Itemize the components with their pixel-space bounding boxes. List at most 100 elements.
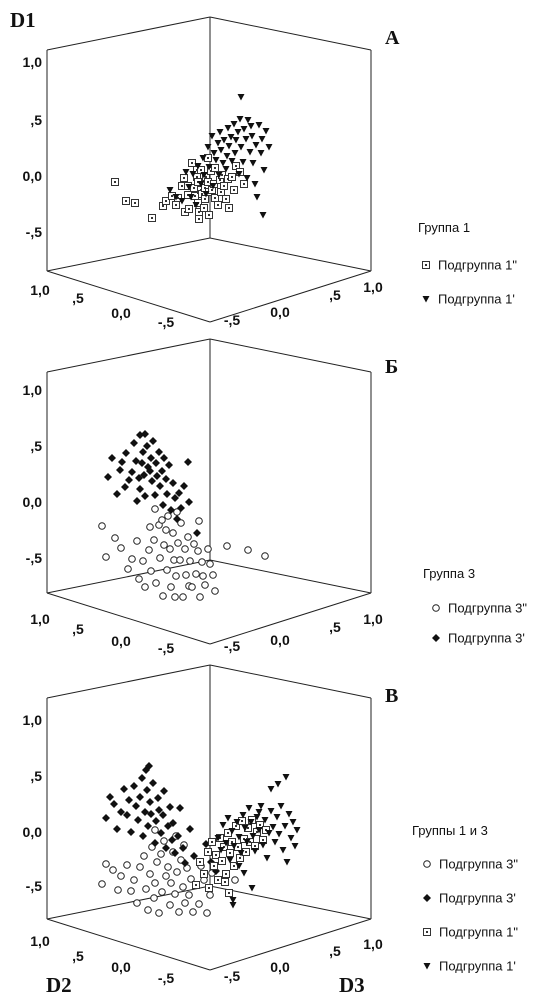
legend-label: Подгруппа 1' bbox=[439, 959, 516, 974]
data-point bbox=[117, 544, 125, 552]
data-point bbox=[177, 519, 185, 527]
data-point bbox=[239, 159, 247, 166]
legend: Группы 1 и 3 Подгруппа 3" Подгруппа 3' Подг… bbox=[412, 823, 518, 974]
data-point bbox=[269, 824, 277, 831]
data-point bbox=[223, 542, 231, 550]
floor-edge-right bbox=[209, 559, 372, 594]
data-point bbox=[155, 909, 163, 917]
d2-tick-label: -,5 bbox=[158, 640, 175, 656]
data-point bbox=[281, 823, 289, 830]
data-point bbox=[173, 868, 181, 876]
series-0 bbox=[111, 154, 248, 223]
data-point bbox=[234, 129, 242, 136]
data-point bbox=[204, 144, 212, 151]
data-point-dot bbox=[224, 881, 226, 883]
data-point bbox=[247, 819, 255, 826]
data-point bbox=[136, 863, 144, 871]
data-point bbox=[166, 545, 174, 553]
data-point-dot bbox=[215, 854, 217, 856]
data-point-dot bbox=[217, 204, 219, 206]
box-edge-bottom-left bbox=[46, 592, 211, 645]
d3-tick-label: -,5 bbox=[224, 968, 241, 984]
box-edge-top-right bbox=[209, 664, 372, 699]
d2-tick-label: 0,0 bbox=[111, 305, 131, 321]
data-point bbox=[239, 812, 247, 819]
data-point bbox=[175, 489, 183, 497]
data-point-dot bbox=[245, 851, 247, 853]
data-point-dot bbox=[195, 884, 197, 886]
data-point bbox=[158, 888, 166, 896]
data-point-dot bbox=[225, 873, 227, 875]
d3-tick-label: 1,0 bbox=[363, 611, 383, 627]
data-point bbox=[186, 557, 194, 565]
data-point bbox=[133, 497, 141, 505]
data-point-dot bbox=[207, 157, 209, 159]
data-point bbox=[174, 539, 182, 547]
data-point bbox=[260, 167, 268, 174]
data-point bbox=[159, 592, 167, 600]
legend-label: Подгруппа 3" bbox=[439, 857, 518, 872]
data-point bbox=[159, 501, 167, 509]
d3-tick-label: ,5 bbox=[329, 943, 341, 959]
d2-tick-label: -,5 bbox=[158, 970, 175, 986]
data-point bbox=[237, 850, 245, 857]
d1-tick-label: 1,0 bbox=[23, 54, 43, 70]
floor-edge-left bbox=[46, 237, 211, 272]
data-point bbox=[168, 836, 176, 844]
data-point bbox=[178, 198, 186, 205]
data-point bbox=[244, 546, 252, 554]
data-point bbox=[130, 876, 138, 884]
data-point-dot bbox=[197, 181, 199, 183]
data-point bbox=[258, 136, 266, 143]
data-point bbox=[113, 490, 121, 498]
data-point bbox=[279, 847, 287, 854]
data-point-dot bbox=[225, 198, 227, 200]
data-point-dot bbox=[200, 169, 202, 171]
data-point bbox=[159, 811, 167, 819]
data-point-dot bbox=[187, 194, 189, 196]
box-edge-bottom-right bbox=[209, 592, 372, 645]
data-point bbox=[179, 883, 187, 891]
panel-b: Б 1,0 ,5 0,0 -,5 1,0 ,5 0,0 -,5 -,5 0,0 ,5 1,0 Группа… bbox=[23, 338, 527, 656]
data-point bbox=[199, 155, 207, 162]
data-point bbox=[162, 475, 170, 483]
series-0 bbox=[98, 505, 269, 601]
data-point-dot bbox=[198, 211, 200, 213]
data-point bbox=[195, 517, 203, 525]
data-point-dot bbox=[243, 183, 245, 185]
data-point bbox=[249, 833, 257, 840]
data-point bbox=[235, 171, 243, 178]
data-point bbox=[253, 194, 261, 201]
series-1 bbox=[104, 430, 201, 537]
data-point bbox=[163, 490, 171, 498]
floor-edge-left bbox=[46, 885, 211, 920]
data-point bbox=[231, 876, 239, 884]
data-point bbox=[198, 558, 206, 566]
d2-tick-label: 1,0 bbox=[30, 933, 50, 949]
data-point bbox=[144, 906, 152, 914]
d1-tick-label: 1,0 bbox=[23, 712, 43, 728]
data-point bbox=[196, 593, 204, 601]
data-point bbox=[139, 557, 147, 565]
data-point-dot bbox=[204, 198, 206, 200]
data-point bbox=[243, 839, 251, 846]
data-point bbox=[141, 430, 149, 438]
data-point bbox=[224, 815, 232, 822]
data-point bbox=[151, 839, 159, 847]
data-point bbox=[253, 814, 261, 821]
data-point bbox=[275, 831, 283, 838]
floor-edge-left bbox=[46, 559, 211, 594]
data-point bbox=[141, 492, 149, 500]
data-point-dot bbox=[227, 832, 229, 834]
data-point bbox=[167, 879, 175, 887]
data-point bbox=[171, 494, 179, 502]
panel-letter: В bbox=[385, 685, 398, 707]
data-point bbox=[189, 171, 197, 178]
d2-tick-label: ,5 bbox=[72, 948, 84, 964]
panel-v: В 1,0 ,5 0,0 -,5 1,0 ,5 0,0 -,5 -,5 0,0 ,5 1,0 Группы… bbox=[23, 664, 518, 986]
data-point bbox=[181, 545, 189, 553]
data-point-dot bbox=[237, 846, 239, 848]
legend-title: Группа 1 bbox=[418, 220, 470, 235]
legend-marker-dot bbox=[425, 264, 427, 266]
d1-tick-label: 0,0 bbox=[23, 494, 43, 510]
